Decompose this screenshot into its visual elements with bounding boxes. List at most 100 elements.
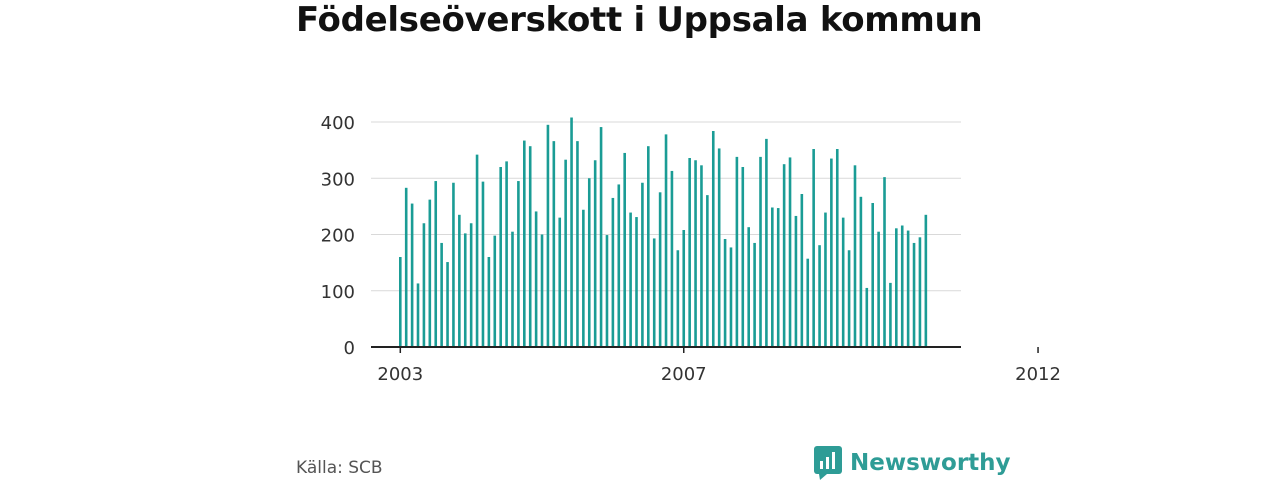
bar	[871, 203, 874, 347]
bar	[505, 161, 508, 348]
brand-name: Newsworthy	[850, 450, 1011, 476]
bar	[759, 156, 762, 348]
bar	[552, 141, 556, 348]
bar	[629, 212, 632, 347]
bar	[528, 146, 532, 347]
bar	[865, 287, 869, 347]
bar	[912, 242, 916, 347]
bar	[511, 231, 514, 347]
bar	[794, 215, 798, 347]
bar	[499, 167, 502, 347]
bar	[711, 131, 715, 347]
bar	[835, 149, 839, 347]
bar	[440, 242, 443, 347]
bar	[517, 181, 520, 347]
bar	[422, 223, 426, 347]
bar	[434, 181, 438, 347]
bar	[587, 178, 591, 347]
bar	[765, 138, 768, 348]
bar	[593, 160, 597, 347]
bar	[623, 152, 626, 347]
y-tick-label: 300	[321, 169, 355, 190]
bar	[918, 237, 922, 347]
bar	[540, 234, 544, 347]
bar	[428, 199, 432, 348]
bar	[806, 258, 810, 347]
bar	[859, 196, 863, 347]
chart-title: Födelseöverskott i Uppsala kommun	[296, 0, 983, 40]
bar	[717, 148, 721, 347]
bar	[895, 228, 898, 347]
bar	[841, 217, 845, 348]
bar	[534, 211, 538, 347]
bar	[694, 160, 697, 347]
bar	[682, 230, 686, 347]
bar	[599, 127, 603, 347]
bar	[753, 242, 756, 347]
bar	[771, 207, 774, 347]
bar	[611, 197, 615, 347]
bar	[877, 231, 880, 347]
y-tick-label: 100	[321, 282, 355, 303]
bar	[776, 208, 780, 347]
bar	[688, 158, 691, 347]
bar	[847, 250, 851, 347]
bar	[723, 239, 727, 347]
bar	[906, 230, 910, 347]
x-axis-labels: 200320072012201620212025	[377, 347, 1061, 385]
bar	[788, 157, 792, 347]
bar	[658, 192, 662, 347]
bar	[493, 235, 497, 348]
bar	[735, 156, 739, 348]
bar	[747, 227, 750, 347]
bar	[487, 257, 491, 347]
bar	[523, 140, 526, 347]
bar	[635, 217, 638, 347]
bar	[883, 177, 886, 348]
bar	[446, 262, 449, 347]
bar	[576, 141, 579, 348]
bar	[564, 159, 567, 347]
bar	[605, 235, 609, 347]
newsworthy-logo-icon	[814, 446, 842, 480]
bar	[670, 170, 674, 347]
bar	[830, 158, 833, 347]
bar	[582, 209, 585, 347]
bar	[900, 225, 904, 347]
bar	[570, 117, 573, 347]
bar	[463, 233, 467, 348]
bar	[416, 283, 420, 347]
bar	[475, 154, 479, 348]
bar	[652, 238, 656, 347]
bar	[404, 187, 408, 347]
bar	[664, 134, 668, 348]
bar	[889, 282, 892, 348]
bar	[824, 212, 827, 347]
y-axis-labels: 0 100 200 300 400	[321, 113, 355, 359]
bar	[558, 217, 562, 348]
bar	[676, 250, 680, 347]
bar	[812, 149, 815, 347]
bar	[458, 214, 461, 347]
bar	[469, 223, 473, 347]
bar	[481, 181, 485, 348]
bar	[818, 245, 821, 347]
bar	[800, 194, 804, 347]
x-tick-label: 2003	[377, 364, 423, 385]
brand-logo: Newsworthy	[814, 446, 1011, 480]
bar	[924, 214, 928, 347]
bars	[399, 117, 928, 348]
bar	[641, 182, 644, 347]
bar	[782, 164, 786, 347]
x-tick-label: 2007	[661, 364, 707, 385]
x-tick-label: 2012	[1015, 364, 1061, 385]
y-tick-label: 0	[344, 338, 355, 359]
bar	[700, 165, 703, 347]
bar	[647, 146, 650, 347]
bar	[452, 182, 455, 347]
bar	[410, 203, 414, 347]
source-label: Källa: SCB	[296, 458, 383, 478]
bar	[617, 184, 621, 347]
y-tick-label: 200	[321, 226, 355, 247]
